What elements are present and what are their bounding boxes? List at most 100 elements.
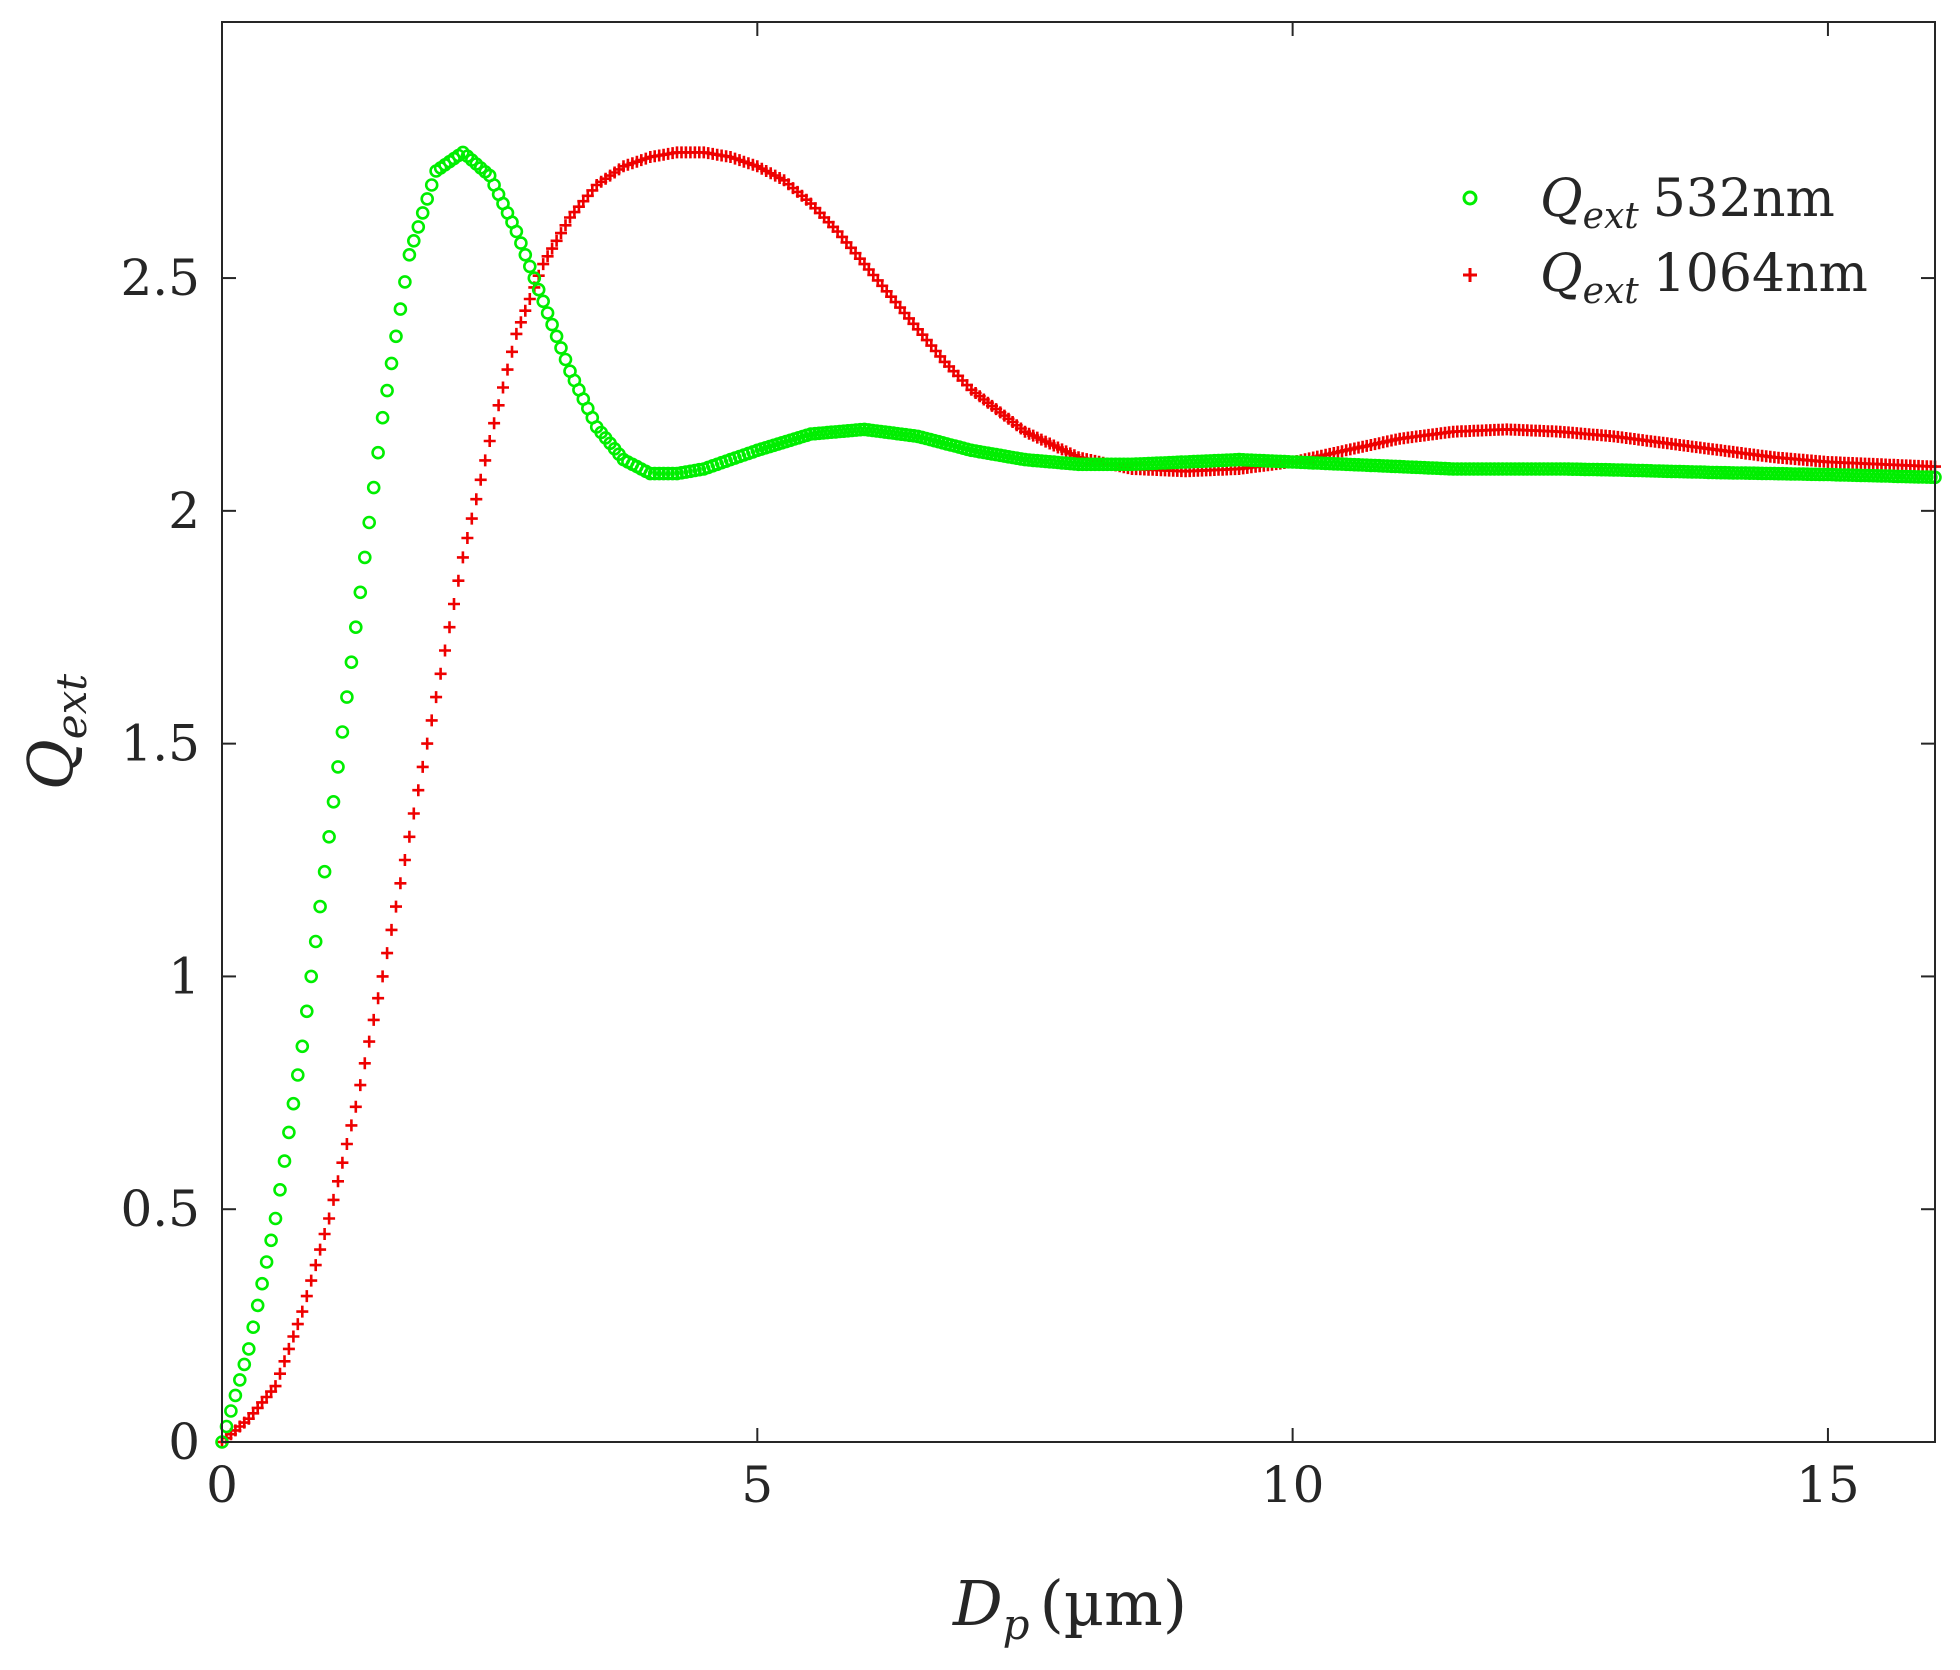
data-point-532nm xyxy=(228,1388,243,1403)
data-point-1064nm xyxy=(470,493,483,506)
data-point-1064nm xyxy=(345,1119,358,1132)
data-point-1064nm xyxy=(448,598,460,610)
data-point-1064nm xyxy=(278,1355,291,1368)
data-point-1064nm xyxy=(425,714,438,727)
data-point-1064nm xyxy=(474,473,487,486)
data-point-532nm xyxy=(1475,462,1489,476)
data-point-532nm xyxy=(1462,462,1477,476)
data-point-532nm xyxy=(326,794,341,809)
data-point-532nm xyxy=(518,248,533,262)
data-point-532nm xyxy=(514,236,528,250)
data-point-532nm xyxy=(299,1004,314,1019)
legend-532nm-suffix: 532nm xyxy=(1653,169,1835,229)
data-point-532nm xyxy=(1121,457,1135,472)
data-point-532nm xyxy=(661,466,675,481)
data-point-532nm xyxy=(1174,455,1189,469)
data-point-1064nm xyxy=(421,737,434,750)
data-point-1064nm xyxy=(318,1228,331,1240)
data-point-532nm xyxy=(652,466,667,481)
data-point-532nm xyxy=(1788,467,1802,481)
data-point-532nm xyxy=(393,302,408,316)
y-axis-subscript: ext xyxy=(47,674,96,740)
data-point-532nm xyxy=(1660,464,1675,479)
data-point-532nm xyxy=(282,1125,296,1140)
data-point-532nm xyxy=(322,829,336,844)
data-point-532nm xyxy=(522,259,537,274)
data-point-1064nm xyxy=(274,1367,286,1380)
data-point-532nm xyxy=(1075,457,1090,472)
data-point-1064nm xyxy=(510,327,523,340)
data-point-1064nm xyxy=(296,1305,309,1318)
data-point-532nm xyxy=(246,1320,260,1334)
data-point-532nm xyxy=(1100,457,1115,472)
data-point-532nm xyxy=(366,480,381,495)
data-point-532nm xyxy=(362,515,377,530)
data-point-532nm xyxy=(527,271,542,285)
series-layer xyxy=(215,145,1942,1449)
data-point-532nm xyxy=(402,248,417,262)
data-point-532nm xyxy=(264,1233,278,1248)
data-point-532nm xyxy=(1471,462,1485,476)
data-point-1064nm xyxy=(367,1013,380,1026)
legend-1064nm-subscript: ext xyxy=(1583,271,1640,312)
data-point-532nm xyxy=(255,1276,269,1291)
data-point-532nm xyxy=(1915,470,1930,484)
y-axis-symbol: Q xyxy=(14,739,87,790)
data-point-532nm xyxy=(1751,466,1765,481)
x-tick-label: 5 xyxy=(741,1456,773,1514)
data-point-532nm xyxy=(348,620,363,635)
data-point-1064nm xyxy=(398,854,411,866)
series-532nm xyxy=(215,145,1942,1449)
data-point-1064nm xyxy=(300,1290,313,1303)
data-point-532nm xyxy=(1495,462,1510,476)
y-tick-label: 2.5 xyxy=(120,249,200,307)
data-point-532nm xyxy=(353,585,368,600)
data-point-1064nm xyxy=(461,532,474,544)
axes-box xyxy=(221,21,1936,1443)
data-point-532nm xyxy=(1088,457,1102,472)
data-point-532nm xyxy=(509,224,524,239)
data-point-532nm xyxy=(224,1404,238,1418)
data-point-532nm xyxy=(531,282,546,297)
data-point-1064nm xyxy=(336,1156,349,1169)
data-point-532nm xyxy=(1866,468,1880,483)
data-point-1064nm xyxy=(479,454,492,467)
data-point-532nm xyxy=(1681,464,1695,479)
y-tick-label: 2 xyxy=(168,482,200,540)
data-point-532nm xyxy=(1742,466,1757,481)
data-point-532nm xyxy=(1108,457,1123,472)
data-point-1064nm xyxy=(363,1035,376,1048)
data-point-532nm xyxy=(1516,462,1530,476)
data-point-532nm xyxy=(1590,462,1605,477)
data-point-1064nm xyxy=(381,947,394,960)
x-tick-label: 0 xyxy=(206,1456,238,1514)
y-tick-label: 0.5 xyxy=(120,1180,200,1238)
data-point-532nm xyxy=(1582,462,1596,477)
data-point-532nm xyxy=(1565,462,1580,477)
legend-532nm-subscript: ext xyxy=(1583,196,1640,237)
data-point-532nm xyxy=(389,329,403,344)
data-point-532nm xyxy=(250,1298,265,1313)
data-point-532nm xyxy=(277,1154,292,1168)
data-point-1064nm xyxy=(523,293,536,305)
data-point-1064nm xyxy=(282,1342,295,1355)
data-point-532nm xyxy=(344,655,359,670)
data-point-532nm xyxy=(1450,462,1465,476)
data-point-1064nm xyxy=(550,234,563,247)
data-point-532nm xyxy=(1635,463,1650,478)
data-point-532nm xyxy=(545,317,559,332)
data-point-1064nm xyxy=(430,691,443,704)
data-point-532nm xyxy=(1594,462,1609,477)
data-point-1064nm xyxy=(514,316,527,329)
data-point-532nm xyxy=(1520,462,1535,476)
data-point-532nm xyxy=(1479,462,1493,476)
y-tick-label: 0 xyxy=(168,1413,200,1471)
data-point-532nm xyxy=(1487,462,1502,476)
data-point-532nm xyxy=(371,445,385,460)
data-point-532nm xyxy=(1775,466,1790,481)
data-point-532nm xyxy=(237,1357,252,1372)
data-point-532nm xyxy=(1541,462,1555,476)
data-point-532nm xyxy=(406,234,421,248)
